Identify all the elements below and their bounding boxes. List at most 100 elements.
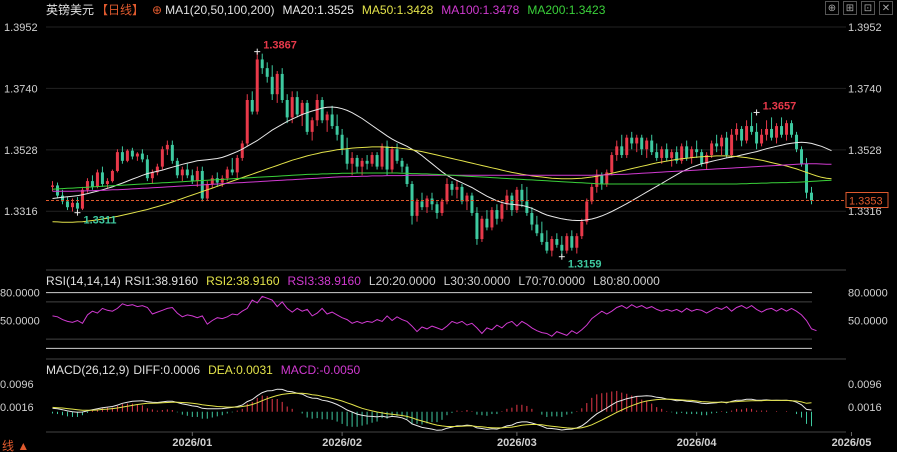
candle-body [495, 210, 499, 219]
rsi-l20: L20:20.0000 [368, 274, 436, 288]
move-icon[interactable]: ⊕ [825, 1, 839, 15]
candle-body [700, 152, 704, 164]
candle-body [505, 195, 509, 205]
candle-body [810, 192, 814, 201]
candle-body [665, 149, 669, 158]
candle-body [450, 184, 454, 190]
footer-indicator[interactable]: 线 ▲ [2, 439, 30, 452]
candle-body [425, 198, 429, 208]
candle-body [550, 239, 554, 251]
candle-body [340, 134, 344, 150]
ma50-value: MA50:1.3428 [361, 3, 434, 17]
candle-body [195, 170, 199, 182]
candle-body [805, 163, 809, 193]
ma-line-ma20 [52, 106, 832, 221]
x-tick-label: 2026/03 [497, 437, 537, 449]
candle-body [280, 73, 284, 100]
candle-body [500, 204, 504, 219]
crosshair-icon[interactable]: ⊕ [152, 3, 163, 17]
candle-body [530, 212, 534, 225]
candle-body [155, 166, 159, 173]
candle-body [615, 146, 619, 156]
rsi1-value: RSI1:38.9160 [124, 274, 199, 288]
ma-label: MA1(20,50,100,200) [165, 3, 275, 17]
candle-body [185, 169, 189, 176]
candle-body [755, 131, 759, 144]
candle-body [55, 185, 59, 196]
candle-body [465, 195, 469, 202]
ma100-value: MA100:1.3478 [441, 3, 520, 17]
candle-body [765, 128, 769, 135]
candle-body [595, 175, 599, 187]
candle-body [165, 144, 169, 150]
candle-body [475, 212, 479, 240]
candle-body [610, 155, 614, 173]
candle-body [265, 68, 269, 77]
candle-body [275, 73, 279, 95]
candle-body [605, 172, 609, 184]
rsi-line [52, 295, 817, 337]
close-icon[interactable]: ✕ [879, 1, 893, 15]
candle-body [330, 114, 334, 127]
candle-body [630, 137, 634, 144]
candle-body [65, 201, 69, 208]
candle-body [660, 149, 664, 158]
candle-body [625, 137, 629, 156]
candle-body [430, 198, 434, 205]
candle-body [180, 169, 184, 176]
rsi2-value: RSI2:38.9160 [206, 274, 280, 288]
rsi-tick-label-left: 80.0000 [0, 288, 40, 300]
candle-body [260, 59, 264, 69]
candle-body [715, 143, 719, 147]
candle-body [470, 195, 474, 213]
rsi-tick-label-right: 80.0000 [848, 288, 888, 300]
macd-tick-label-left: 0.0016 [0, 402, 34, 414]
candle-body [175, 160, 179, 176]
candle-body [455, 186, 459, 190]
candle-body [140, 153, 144, 160]
grid-icon[interactable]: ⊞ [843, 1, 857, 15]
candle-body [590, 186, 594, 202]
candle-body [125, 150, 129, 161]
candle-body [240, 143, 244, 158]
price-header: 英镑美元 【日线】 ⊕ MA1(20,50,100,200) MA20:1.3525 MA… [46, 3, 613, 17]
x-tick-label: 2026/05 [832, 437, 872, 449]
ma-line-ma50 [52, 146, 832, 223]
candle-body [620, 146, 624, 156]
ma-line-ma200 [52, 172, 832, 190]
candle-body [360, 160, 364, 167]
candle-body [740, 128, 744, 141]
candle-body [80, 189, 84, 209]
candle-body [695, 149, 699, 153]
candle-body [375, 155, 379, 167]
rsi-header: RSI(14,14,14) RSI1:38.9160 RSI2:38.9160 RSI… [46, 274, 668, 288]
candle-body [50, 185, 54, 187]
annotation-label: 1.3159 [568, 259, 602, 271]
candle-body [545, 241, 549, 251]
candle-body [390, 149, 394, 170]
candle-body [555, 239, 559, 245]
candle-body [60, 195, 64, 202]
candle-body [565, 236, 569, 251]
diff-value: DIFF:0.0006 [133, 363, 201, 377]
candle-body [770, 128, 774, 138]
candle-body [255, 59, 259, 112]
candle-body [480, 218, 484, 240]
candle-body [560, 244, 564, 251]
candle-body [335, 126, 339, 135]
candle-body [655, 152, 659, 158]
rsi-tick-label-left: 50.0000 [0, 316, 40, 328]
maximize-icon[interactable]: ⊡ [861, 1, 875, 15]
period-label[interactable]: 【日线】 [96, 3, 145, 17]
candle-body [485, 218, 489, 228]
candle-body [245, 100, 249, 144]
candle-body [525, 201, 529, 213]
ma-line-ma100 [52, 163, 832, 192]
rsi-l30: L30:30.0000 [443, 274, 511, 288]
candle-body [750, 126, 754, 132]
candle-body [110, 170, 114, 182]
candle-body [675, 152, 679, 161]
y-tick-label-left: 1.3740 [4, 83, 38, 95]
macd-dea-line [52, 392, 812, 429]
